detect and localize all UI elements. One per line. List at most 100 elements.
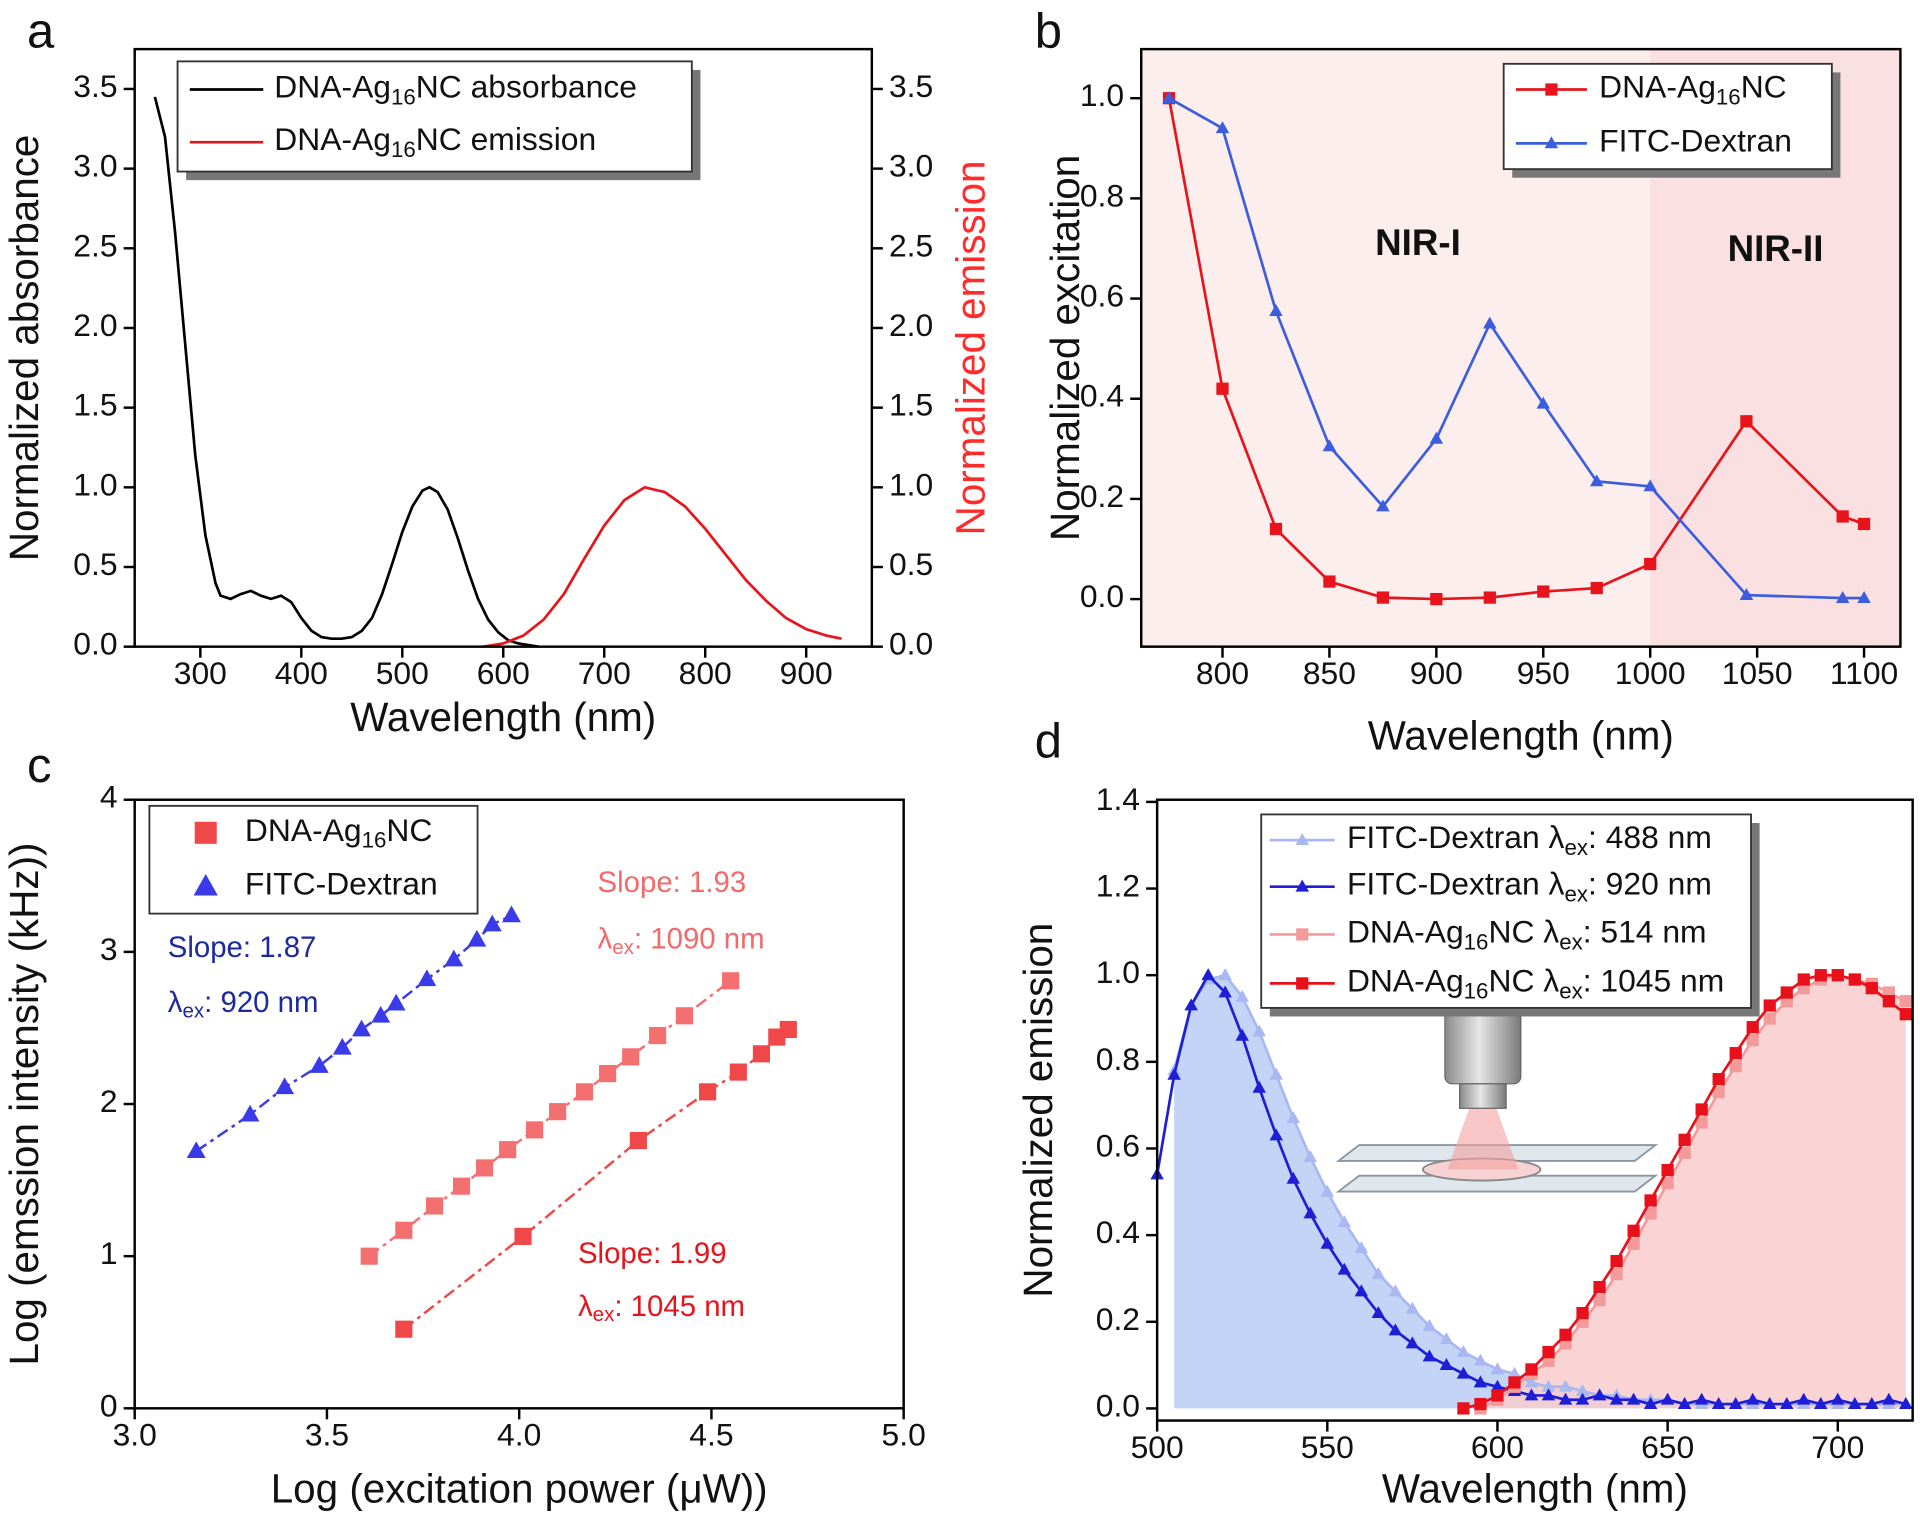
y-tick-label: 0.5 — [73, 546, 117, 582]
marker — [1216, 382, 1229, 395]
marker — [1899, 995, 1912, 1008]
y2-tick-label: 2.0 — [889, 307, 933, 343]
y-axis-label: Normalized absorbance — [1, 135, 47, 562]
annotation: λex: 920 nm — [168, 986, 319, 1023]
marker — [452, 1177, 471, 1195]
marker — [1320, 1184, 1335, 1197]
marker — [332, 1037, 352, 1055]
marker — [1303, 1150, 1318, 1163]
marker — [1457, 1402, 1470, 1415]
x-tick-label: 900 — [780, 655, 833, 691]
marker — [1729, 1047, 1742, 1060]
marker — [1831, 1392, 1845, 1405]
marker — [1865, 982, 1878, 995]
marker — [549, 1103, 567, 1121]
marker — [1739, 588, 1754, 600]
y-tick-label: 0.2 — [1080, 478, 1124, 514]
x-tick-label: 600 — [477, 655, 530, 691]
marker — [1575, 1392, 1590, 1405]
x-tick-label: 400 — [275, 655, 328, 691]
marker — [1857, 591, 1871, 603]
y-tick-label: 0.0 — [1080, 578, 1124, 614]
marker — [1537, 585, 1550, 598]
marker — [1882, 1392, 1896, 1405]
marker — [1167, 1067, 1181, 1080]
marker — [1541, 1379, 1556, 1392]
marker — [1524, 1375, 1539, 1388]
marker — [1831, 969, 1844, 982]
legend-box — [176, 60, 693, 173]
marker — [1814, 1397, 1828, 1409]
legend: DNA-Ag16NC FITC-Dextran — [1502, 62, 1841, 178]
legend-box — [1260, 813, 1752, 1009]
marker — [194, 821, 217, 844]
beam — [1447, 1108, 1519, 1170]
marker — [1626, 1392, 1641, 1405]
y-tick-label: 1.0 — [1096, 955, 1140, 991]
marker — [1711, 1397, 1726, 1409]
marker — [1836, 510, 1849, 523]
marker — [1286, 1111, 1301, 1124]
marker — [1235, 989, 1249, 1002]
y-tick-label: 1.0 — [73, 467, 117, 503]
slide — [1335, 1174, 1659, 1193]
y2-axis-label: Normalized emission — [947, 160, 993, 535]
y-tick-label: 3.0 — [73, 148, 117, 184]
marker — [417, 969, 437, 987]
y-tick-label: 0.8 — [1080, 178, 1124, 214]
marker — [1405, 1336, 1420, 1349]
x-axis-label: Log (excitation power (μW)) — [271, 1465, 768, 1511]
marker — [1694, 1392, 1709, 1405]
marker — [1371, 1267, 1386, 1280]
plot-frame — [1155, 798, 1914, 1422]
y-tick-label: 0.4 — [1080, 378, 1124, 414]
panel-label: c — [27, 739, 51, 793]
marker — [752, 1045, 770, 1063]
marker — [1899, 1397, 1913, 1409]
legend-label: FITC-Dextran — [245, 866, 438, 902]
marker — [1252, 1024, 1266, 1037]
marker — [1286, 1171, 1301, 1184]
legend-label: DNA-Ag16NC λex: 514 nm — [1347, 914, 1707, 954]
marker — [1371, 1306, 1386, 1319]
marker — [1544, 136, 1559, 149]
marker — [499, 1141, 517, 1159]
y-tick-label: 2.5 — [73, 228, 117, 264]
marker — [444, 949, 464, 967]
marker — [1388, 1323, 1403, 1336]
marker — [629, 1131, 647, 1150]
y-tick-label: 0 — [100, 1388, 118, 1424]
line — [153, 96, 539, 649]
x-tick-label: 3.5 — [305, 1417, 349, 1453]
marker — [1474, 1397, 1487, 1411]
marker — [722, 972, 740, 990]
panel-label: b — [1035, 4, 1062, 58]
annotation: Slope: 1.87 — [168, 931, 317, 964]
area — [1174, 975, 1906, 1409]
marker — [1376, 591, 1390, 604]
marker — [1712, 1073, 1725, 1086]
marker — [1388, 1284, 1403, 1297]
marker — [1491, 1389, 1504, 1402]
y-tick-label: 1 — [100, 1236, 118, 1272]
marker — [649, 1026, 667, 1045]
x-tick-label: 5.0 — [882, 1417, 926, 1453]
x-tick-label: 500 — [376, 655, 429, 691]
y2-tick-label: 0.0 — [889, 626, 933, 662]
region-label: NIR-II — [1728, 228, 1824, 269]
marker — [1525, 1363, 1538, 1376]
marker — [1269, 522, 1283, 536]
marker — [1677, 1397, 1692, 1409]
marker — [699, 1083, 717, 1101]
marker — [1678, 1146, 1691, 1159]
y-tick-label: 2.0 — [73, 307, 117, 343]
marker — [1323, 575, 1336, 588]
y2-tick-label: 3.0 — [889, 148, 933, 184]
marker — [1848, 1397, 1862, 1409]
marker — [1797, 973, 1810, 986]
y2-tick-label: 0.5 — [889, 546, 933, 582]
marker — [779, 1020, 797, 1039]
marker — [1797, 1392, 1811, 1405]
